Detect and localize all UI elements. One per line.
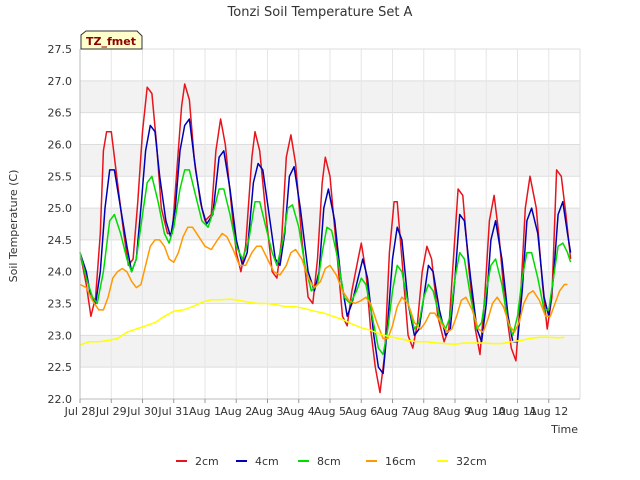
x-tick-label: Aug 2 <box>220 405 252 418</box>
y-tick-label: 27.5 <box>48 43 73 56</box>
y-tick-label: 26.5 <box>48 107 73 120</box>
y-tick-label: 27.0 <box>48 75 73 88</box>
x-tick-label: Aug 11 <box>498 405 537 418</box>
x-tick-label: Jul 29 <box>95 405 127 418</box>
legend-label-16cm: 16cm <box>385 455 416 468</box>
x-tick-label: Aug 10 <box>467 405 506 418</box>
x-tick-label: Aug 12 <box>529 405 568 418</box>
legend: 2cm 4cm 8cm 16cm 32cm <box>176 455 487 468</box>
series-line-16cm <box>79 226 568 340</box>
legend-label-2cm: 2cm <box>195 455 219 468</box>
y-tick-label: 22.5 <box>48 361 73 374</box>
x-tick-label: Aug 3 <box>252 405 284 418</box>
x-axis-label: Time <box>550 423 578 436</box>
x-tick-label: Aug 5 <box>314 405 346 418</box>
x-tick-label: Jul 30 <box>126 405 158 418</box>
legend-label-32cm: 32cm <box>456 455 487 468</box>
y-tick-label: 24.5 <box>48 234 73 247</box>
y-tick-label: 23.0 <box>48 329 73 342</box>
x-tick-label: Jul 28 <box>64 405 96 418</box>
y-tick-label: 22.0 <box>48 393 73 406</box>
x-tick-label: Aug 4 <box>283 405 315 418</box>
y-axis: 22.0 22.5 23.0 23.5 24.0 24.5 25.0 25.5 26.0 26.5… <box>48 43 581 406</box>
x-tick-label: Aug 6 <box>345 405 377 418</box>
x-tick-label: Jul 31 <box>157 405 189 418</box>
badge-box <box>80 30 143 50</box>
series-line-32cm <box>79 298 565 346</box>
legend-label-4cm: 4cm <box>255 455 279 468</box>
y-tick-label: 24.0 <box>48 266 73 279</box>
x-tick-label: Aug 8 <box>408 405 440 418</box>
series-line-4cm <box>79 118 572 375</box>
x-tick-label: Aug 9 <box>439 405 471 418</box>
badge-label: TZ_fmet <box>86 35 136 48</box>
y-tick-label: 23.5 <box>48 298 73 311</box>
y-axis-label: Soil Temperature (C) <box>7 170 20 283</box>
chart-title: Tonzi Soil Temperature Set A <box>227 5 413 20</box>
badge: TZ_fmet <box>80 30 143 50</box>
x-tick-label: Aug 7 <box>377 405 409 418</box>
y-tick-label: 25.5 <box>48 170 73 183</box>
y-tick-label: 25.0 <box>48 202 73 215</box>
series-line-8cm <box>79 169 572 356</box>
x-tick-label: Aug 1 <box>189 405 221 418</box>
y-tick-label: 26.0 <box>48 138 73 151</box>
series-lines <box>79 83 572 394</box>
legend-label-8cm: 8cm <box>317 455 341 468</box>
